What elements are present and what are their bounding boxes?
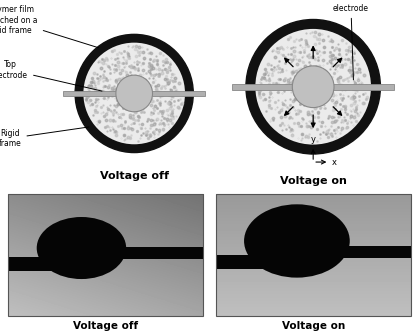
- Bar: [63, 91, 205, 96]
- Circle shape: [37, 217, 126, 279]
- Text: Voltage on: Voltage on: [280, 175, 347, 185]
- Text: y: y: [310, 135, 316, 144]
- Bar: [233, 84, 394, 90]
- Circle shape: [75, 34, 193, 153]
- Text: x: x: [331, 158, 336, 167]
- Bar: [8, 195, 203, 316]
- Bar: [8, 257, 90, 270]
- Bar: [216, 255, 305, 269]
- Text: Bottom
electrode: Bottom electrode: [333, 0, 369, 80]
- Text: Rigid
frame: Rigid frame: [0, 127, 89, 148]
- Text: Voltage on: Voltage on: [282, 321, 345, 331]
- Circle shape: [83, 43, 185, 144]
- Bar: [90, 247, 203, 259]
- Circle shape: [255, 29, 371, 144]
- Circle shape: [292, 66, 334, 108]
- Text: Polymer film
stretched on a
rigid frame: Polymer film stretched on a rigid frame: [0, 5, 98, 48]
- Circle shape: [244, 204, 350, 278]
- Circle shape: [246, 19, 380, 154]
- Text: Voltage off: Voltage off: [73, 321, 138, 331]
- Bar: [338, 246, 411, 258]
- Text: Top
electrode: Top electrode: [0, 60, 102, 91]
- Text: Voltage off: Voltage off: [100, 171, 169, 181]
- Bar: [216, 195, 411, 316]
- Circle shape: [116, 75, 153, 112]
